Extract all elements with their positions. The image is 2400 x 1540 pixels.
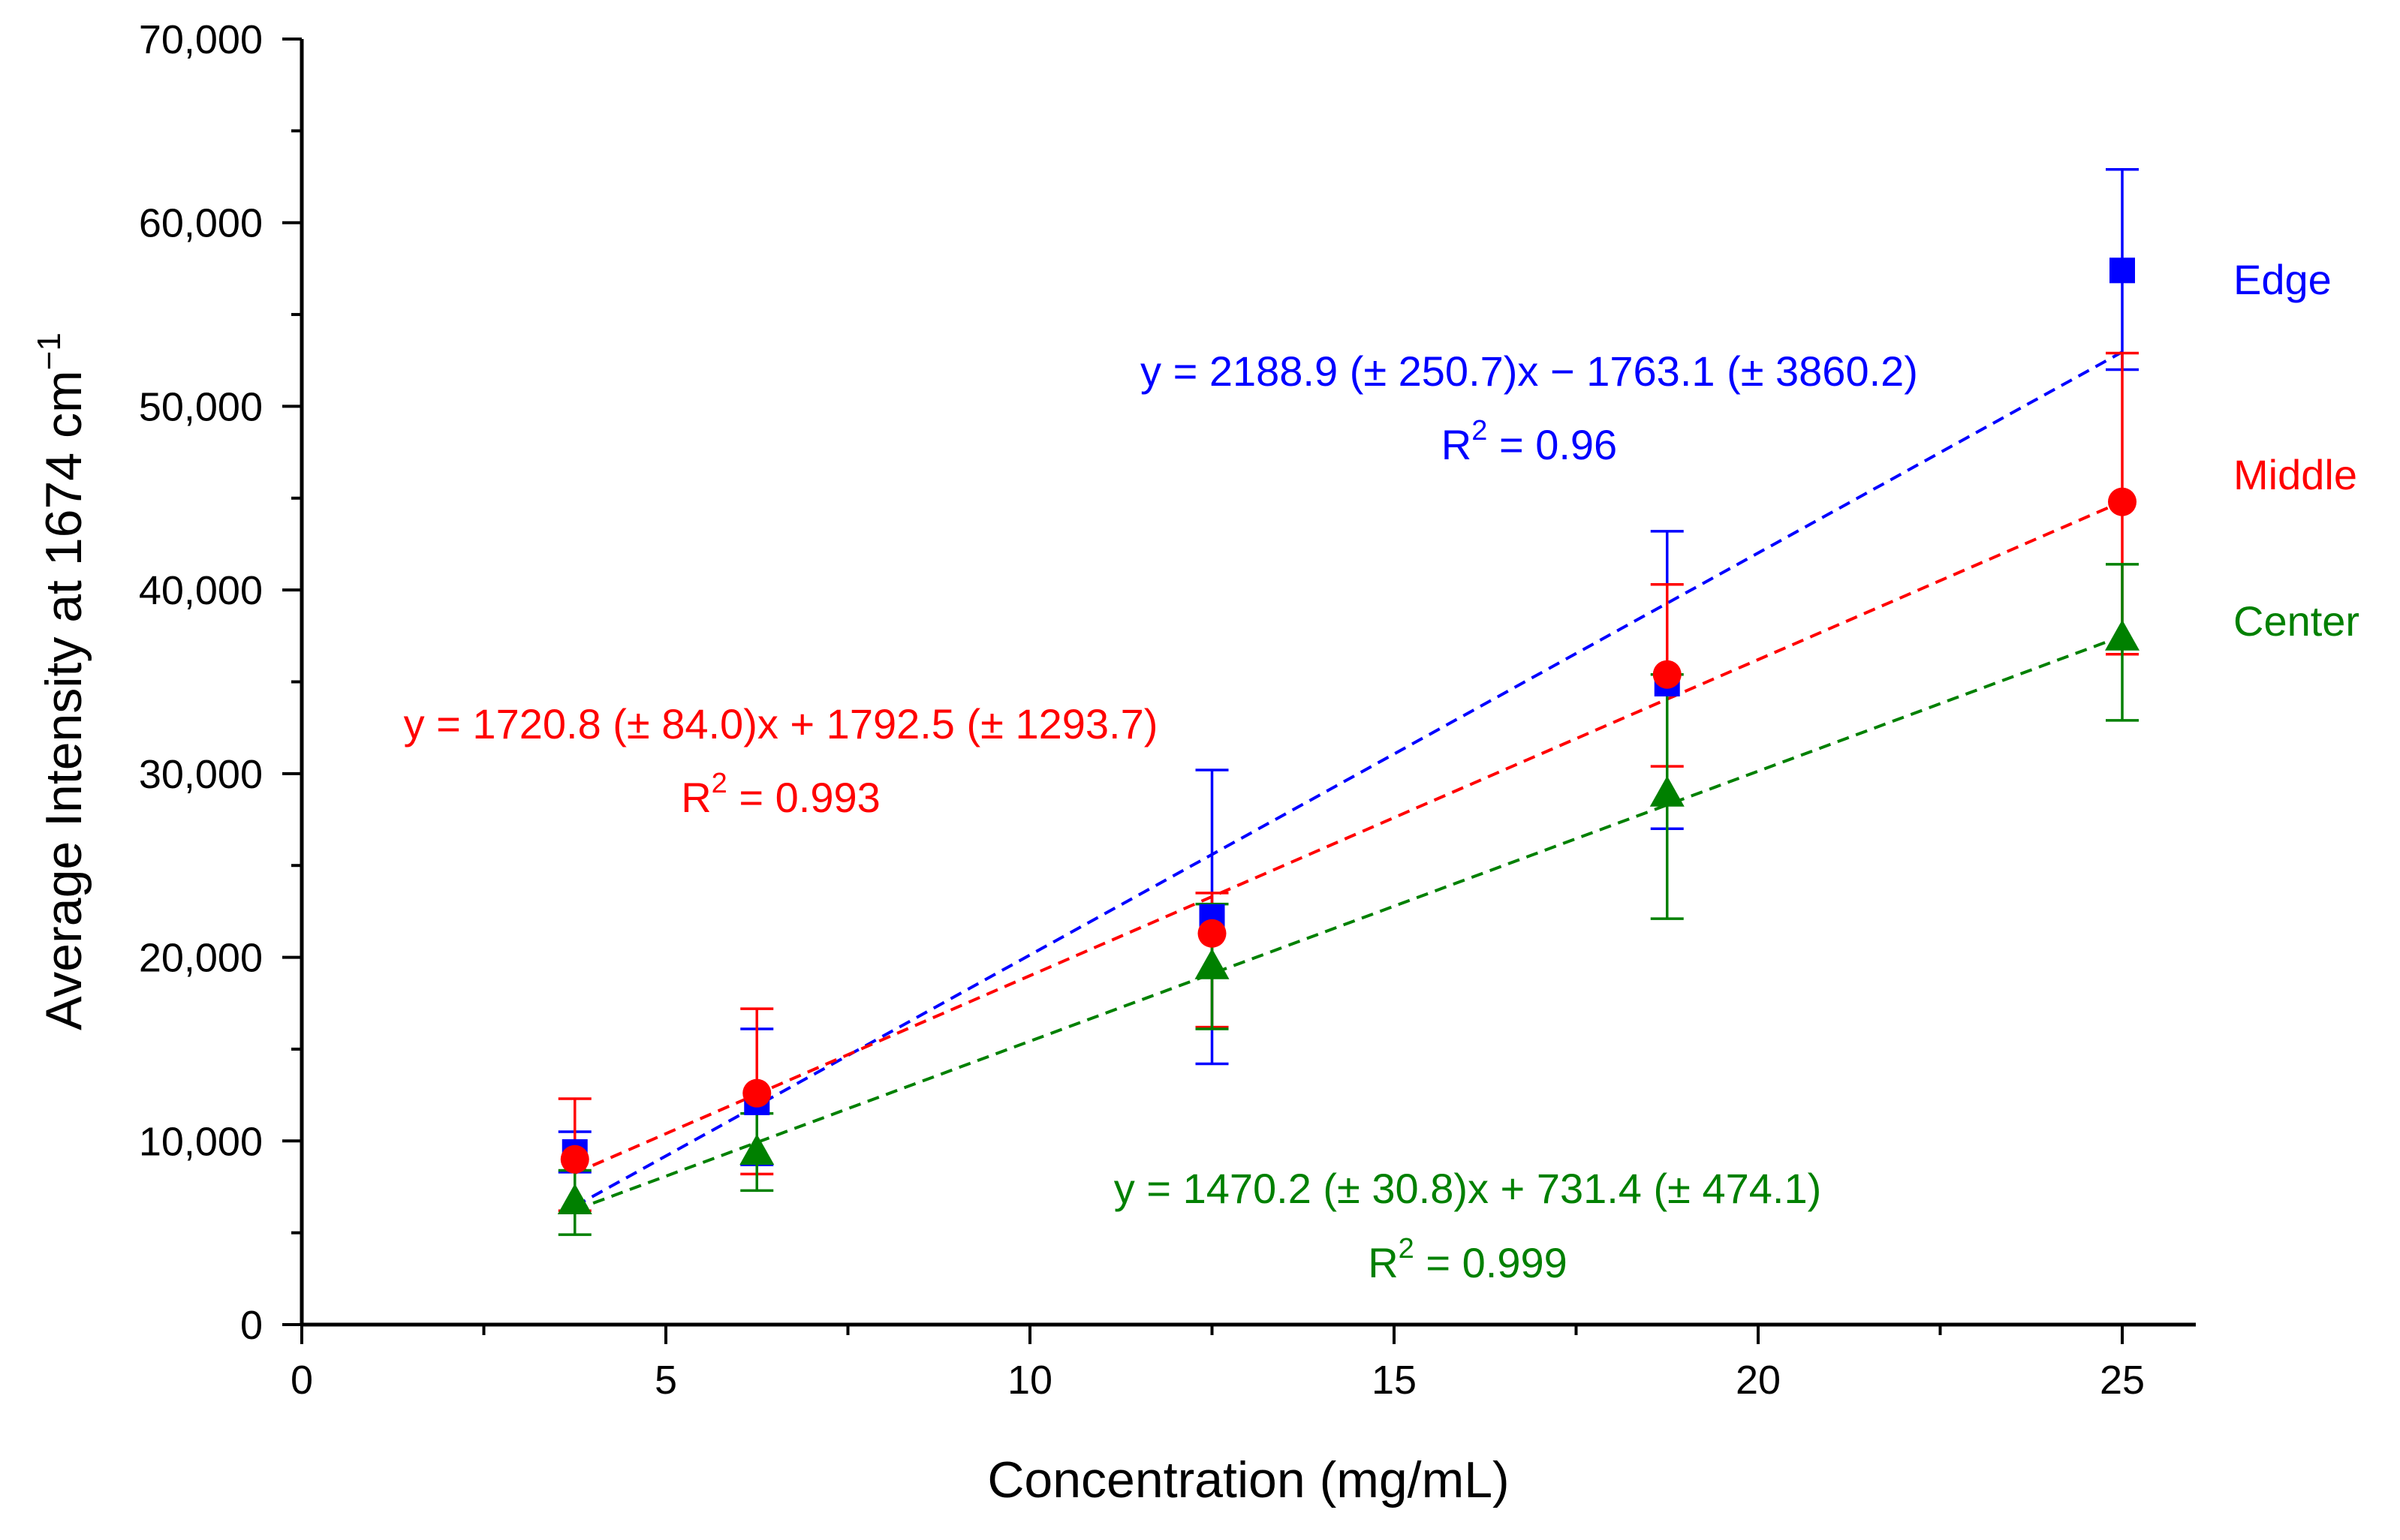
point-middle xyxy=(742,1078,772,1108)
point-middle xyxy=(560,1144,589,1174)
y-tick-label-60000: 60,000 xyxy=(139,201,263,246)
legend: Edge Middle Center xyxy=(2233,256,2359,645)
fit-line-edge xyxy=(574,350,2123,1208)
equation-edge: y = 2188.9 (± 250.7)x − 1763.1 (± 3860.2… xyxy=(1140,347,1918,468)
point-middle xyxy=(1197,919,1227,948)
equation-middle-text: y = 1720.8 (± 84.0)x + 1792.5 (± 1293.7) xyxy=(404,700,1158,747)
x-axis-title: Concentration (mg/mL) xyxy=(987,1451,1509,1508)
r2-middle-sup: 2 xyxy=(712,768,727,799)
fit-lines xyxy=(574,350,2123,1212)
legend-edge: Edge xyxy=(2233,256,2332,303)
r2-middle-value: = 0.993 xyxy=(727,774,881,821)
r2-middle-r: R xyxy=(681,774,711,821)
y-axis-title: Average Intensity at 1674 cm−1 xyxy=(31,332,92,1030)
y-tick-label-10000: 10,000 xyxy=(139,1119,263,1164)
point-middle xyxy=(1652,660,1682,689)
legend-middle: Middle xyxy=(2233,451,2357,498)
point-center xyxy=(2105,619,2140,651)
y-tick-label-0: 0 xyxy=(240,1303,263,1348)
r2-edge-value: = 0.96 xyxy=(1487,421,1617,468)
r2-middle-text: R2 = 0.993 xyxy=(681,768,881,821)
equation-center: y = 1470.2 (± 30.8)x + 731.4 (± 474.1) R… xyxy=(1114,1165,1821,1286)
x-tick-label-0: 0 xyxy=(291,1358,313,1403)
r2-edge-r: R xyxy=(1441,421,1471,468)
x-tick-label-10: 10 xyxy=(1007,1358,1052,1403)
x-tick-label-5: 5 xyxy=(655,1358,677,1403)
r2-center-text: R2 = 0.999 xyxy=(1368,1233,1567,1286)
y-tick-label-70000: 70,000 xyxy=(139,17,263,62)
ticks: 0 5 10 15 20 25 0 10,000 20,000 30,000 40,000 50,00… xyxy=(139,17,2145,1403)
r2-center-r: R xyxy=(1368,1239,1398,1286)
x-tick-label-20: 20 xyxy=(1736,1358,1781,1403)
legend-center: Center xyxy=(2233,597,2359,645)
point-center xyxy=(1649,775,1685,807)
equation-center-text: y = 1470.2 (± 30.8)x + 731.4 (± 474.1) xyxy=(1114,1165,1821,1212)
point-center xyxy=(1194,948,1230,979)
y-tick-label-30000: 30,000 xyxy=(139,752,263,797)
r2-edge-text: R2 = 0.96 xyxy=(1441,415,1617,468)
r2-center-value: = 0.999 xyxy=(1414,1239,1567,1286)
equation-middle: y = 1720.8 (± 84.0)x + 1792.5 (± 1293.7)… xyxy=(404,700,1158,821)
y-axis-title-main: Average Intensity at 1674 cm xyxy=(35,370,92,1030)
point-center xyxy=(557,1184,592,1215)
point-edge xyxy=(2109,257,2135,284)
x-tick-label-15: 15 xyxy=(1372,1358,1417,1403)
y-tick-label-20000: 20,000 xyxy=(139,936,263,981)
y-axis-title-sup: −1 xyxy=(31,332,68,370)
data-markers xyxy=(557,257,2140,1215)
point-center xyxy=(739,1133,775,1165)
r2-center-sup: 2 xyxy=(1399,1233,1414,1265)
axis-labels: Concentration (mg/mL) Average Intensity … xyxy=(31,332,1510,1508)
y-tick-label-40000: 40,000 xyxy=(139,568,263,613)
fit-line-middle xyxy=(574,500,2123,1175)
fit-line-center xyxy=(574,634,2123,1212)
r2-edge-sup: 2 xyxy=(1471,415,1487,447)
equation-edge-text: y = 2188.9 (± 250.7)x − 1763.1 (± 3860.2… xyxy=(1140,347,1918,395)
y-tick-label-50000: 50,000 xyxy=(139,384,263,429)
point-middle xyxy=(2108,487,2137,516)
x-tick-label-25: 25 xyxy=(2100,1358,2145,1403)
